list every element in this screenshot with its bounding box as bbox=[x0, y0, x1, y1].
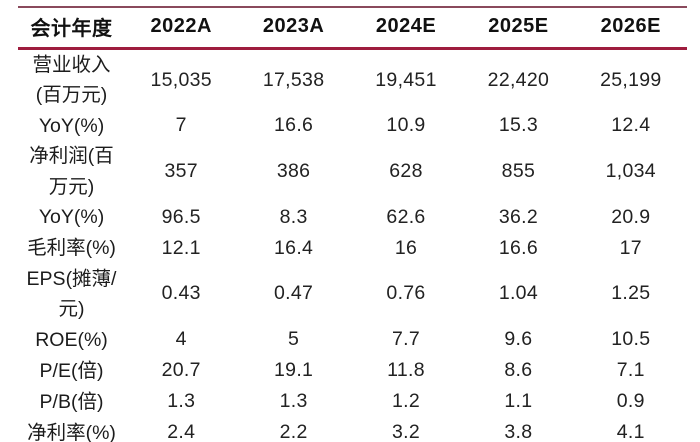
column-header-year: 2023A bbox=[237, 7, 350, 50]
cell-value: 17,538 bbox=[262, 68, 325, 91]
column-header-year: 2024E bbox=[349, 7, 463, 50]
column-header-label: 会计年度 bbox=[18, 7, 126, 50]
financial-metrics-table: 会计年度 2022A 2023A 2024E 2025E 2026E 营业收入(百万元) 1… bbox=[18, 6, 687, 442]
cell-value: 3.2 bbox=[392, 421, 421, 442]
cell-value: 8.6 bbox=[504, 359, 533, 382]
cell-value: 2.4 bbox=[167, 421, 196, 442]
cell-value: 628 bbox=[389, 160, 423, 183]
table-header: 会计年度 2022A 2023A 2024E 2025E 2026E bbox=[18, 7, 687, 50]
column-header-year: 2026E bbox=[574, 7, 687, 50]
row-label: ROE(%) bbox=[35, 328, 108, 351]
cell-value: 20.7 bbox=[161, 359, 201, 382]
row-label: 毛利率(%) bbox=[27, 237, 116, 260]
table-row: 净利率(%) 2.4 2.2 3.2 3.8 4.1 bbox=[18, 417, 687, 442]
cell-value: 0.76 bbox=[386, 282, 426, 305]
cell-value: 1.04 bbox=[498, 282, 538, 305]
table-body: 营业收入(百万元) 15,035 17,538 19,451 22,420 25,199 Y… bbox=[18, 49, 687, 442]
table-row: 营业收入(百万元) 15,035 17,538 19,451 22,420 25,199 bbox=[18, 49, 687, 111]
cell-value: 5 bbox=[288, 328, 300, 351]
cell-value: 16.6 bbox=[498, 236, 538, 259]
row-label: 净利润(百万元) bbox=[29, 145, 114, 198]
cell-value: 16 bbox=[394, 236, 418, 259]
table-row: 毛利率(%) 12.1 16.4 16 16.6 17 bbox=[18, 233, 687, 264]
cell-value: 10.5 bbox=[611, 328, 651, 351]
cell-value: 10.9 bbox=[386, 114, 426, 137]
cell-value: 4 bbox=[175, 328, 187, 351]
table-row: P/B(倍) 1.3 1.3 1.2 1.1 0.9 bbox=[18, 386, 687, 417]
cell-value: 19.1 bbox=[274, 359, 314, 382]
cell-value: 20.9 bbox=[611, 205, 651, 228]
cell-value: 1,034 bbox=[605, 160, 656, 183]
row-label: 净利率(%) bbox=[27, 421, 116, 442]
cell-value: 22,420 bbox=[487, 68, 550, 91]
row-label: YoY(%) bbox=[38, 206, 105, 229]
cell-value: 25,199 bbox=[600, 68, 662, 91]
cell-value: 1.1 bbox=[504, 390, 533, 413]
cell-value: 62.6 bbox=[386, 205, 426, 228]
cell-value: 0.9 bbox=[616, 390, 645, 413]
cell-value: 2.2 bbox=[279, 421, 308, 442]
cell-value: 16.4 bbox=[274, 236, 314, 259]
table-row: 净利润(百万元) 357 386 628 855 1,034 bbox=[18, 141, 687, 201]
cell-value: 16.6 bbox=[274, 114, 314, 137]
table-row: YoY(%) 96.5 8.3 62.6 36.2 20.9 bbox=[18, 202, 687, 233]
table-row: YoY(%) 7 16.6 10.9 15.3 12.4 bbox=[18, 110, 687, 141]
row-label: P/E(倍) bbox=[39, 359, 104, 382]
cell-value: 96.5 bbox=[161, 205, 201, 228]
row-label: P/B(倍) bbox=[39, 390, 104, 413]
cell-value: 1.2 bbox=[392, 390, 421, 413]
cell-value: 386 bbox=[276, 160, 311, 183]
cell-value: 1.3 bbox=[167, 390, 196, 413]
cell-value: 7.1 bbox=[616, 359, 645, 382]
row-label: EPS(摊薄/元) bbox=[26, 267, 117, 321]
cell-value: 19,451 bbox=[375, 68, 437, 91]
column-header-year: 2025E bbox=[462, 7, 575, 50]
table-row: EPS(摊薄/元) 0.43 0.47 0.76 1.04 1.25 bbox=[18, 264, 687, 324]
cell-value: 0.47 bbox=[274, 282, 314, 305]
cell-value: 9.6 bbox=[504, 328, 533, 351]
cell-value: 0.43 bbox=[161, 282, 201, 305]
cell-value: 8.3 bbox=[279, 205, 308, 228]
table-row: P/E(倍) 20.7 19.1 11.8 8.6 7.1 bbox=[18, 355, 687, 386]
cell-value: 12.1 bbox=[161, 236, 201, 259]
table-row: ROE(%) 4 5 7.7 9.6 10.5 bbox=[18, 324, 687, 355]
header-row: 会计年度 2022A 2023A 2024E 2025E 2026E bbox=[18, 7, 687, 50]
cell-value: 855 bbox=[501, 160, 536, 183]
cell-value: 11.8 bbox=[387, 359, 425, 382]
cell-value: 7 bbox=[175, 114, 187, 137]
cell-value: 36.2 bbox=[498, 205, 538, 228]
cell-value: 7.7 bbox=[392, 328, 421, 351]
cell-value: 4.1 bbox=[616, 421, 645, 442]
cell-value: 3.8 bbox=[504, 421, 533, 442]
cell-value: 15,035 bbox=[150, 68, 212, 91]
cell-value: 17 bbox=[619, 236, 642, 259]
row-label: YoY(%) bbox=[38, 114, 105, 137]
cell-value: 15.3 bbox=[498, 114, 538, 137]
column-header-year: 2022A bbox=[125, 7, 238, 50]
cell-value: 357 bbox=[164, 160, 198, 183]
row-label: 营业收入(百万元) bbox=[32, 54, 111, 107]
cell-value: 1.3 bbox=[279, 390, 308, 413]
cell-value: 12.4 bbox=[611, 114, 651, 137]
cell-value: 1.25 bbox=[611, 282, 651, 305]
